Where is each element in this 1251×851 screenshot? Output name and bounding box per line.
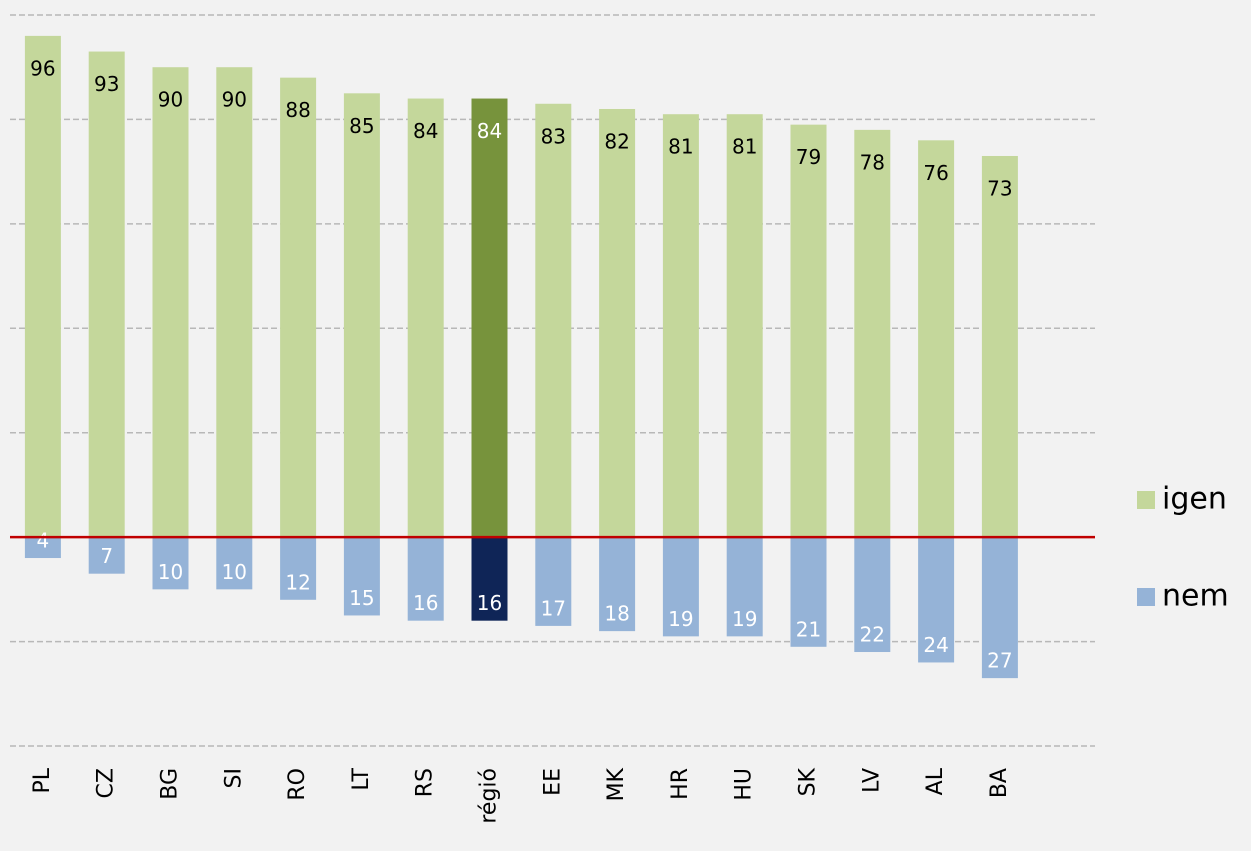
bar [790, 537, 827, 647]
value-label: 19 [732, 607, 757, 631]
bar [981, 155, 1018, 538]
value-label: 85 [349, 114, 374, 138]
bar [535, 537, 572, 626]
bar [407, 98, 444, 538]
value-label: 81 [668, 135, 693, 159]
bar [88, 51, 125, 538]
x-tick-label: HU [732, 768, 757, 801]
value-label: 27 [987, 649, 1012, 673]
bar [216, 67, 253, 538]
bar [88, 537, 125, 574]
bar [24, 537, 61, 559]
bar [726, 537, 763, 637]
value-label: 22 [860, 623, 885, 647]
value-label: 82 [604, 129, 629, 153]
value-label: 78 [860, 150, 885, 174]
value-label: 4 [37, 529, 50, 553]
value-label: 88 [285, 98, 310, 122]
x-tick-label: PL [30, 767, 55, 793]
x-tick-label: BA [987, 768, 1012, 798]
bar [599, 108, 636, 538]
bar [535, 103, 572, 538]
bar [854, 537, 891, 653]
value-label: 18 [604, 602, 629, 626]
bar [343, 93, 380, 538]
bar [343, 537, 380, 616]
value-label: 10 [222, 560, 247, 584]
value-label: 96 [30, 56, 55, 80]
x-tick-label: RS [413, 768, 438, 797]
value-label: 16 [477, 591, 502, 615]
x-tick-label: HR [668, 768, 693, 800]
x-tick-label: MK [604, 767, 629, 801]
value-label: 73 [987, 176, 1012, 200]
bar [471, 98, 508, 538]
bar [662, 114, 699, 538]
value-label: 21 [796, 617, 821, 641]
value-label: 24 [923, 633, 948, 657]
bar [918, 537, 955, 663]
x-tick-label: SK [796, 767, 821, 796]
value-label: 76 [923, 161, 948, 185]
legend-label: nem [1162, 579, 1229, 614]
bar [280, 77, 317, 538]
x-tick-label: LT [349, 767, 374, 790]
x-tick-label: RO [285, 768, 310, 801]
value-label: 81 [732, 135, 757, 159]
value-label: 10 [158, 560, 183, 584]
x-tick-label: CZ [94, 768, 119, 798]
bar [471, 537, 508, 621]
bar [981, 537, 1018, 679]
value-label: 16 [413, 591, 438, 615]
x-tick-label: SI [221, 768, 246, 788]
x-tick-label: AL [923, 767, 948, 795]
bar [599, 537, 636, 632]
value-label: 84 [413, 119, 438, 143]
value-label: 12 [285, 570, 310, 594]
bar [152, 537, 189, 590]
bar [726, 114, 763, 538]
x-tick-label: LV [859, 768, 884, 793]
value-label: 17 [541, 596, 566, 620]
bar [662, 537, 699, 637]
value-label: 19 [668, 607, 693, 631]
value-label: 7 [100, 544, 113, 568]
value-label: 15 [349, 586, 374, 610]
legend-swatch [1137, 491, 1155, 509]
value-label: 83 [541, 124, 566, 148]
bar [407, 537, 444, 621]
bar [918, 140, 955, 538]
legend-label: igen [1162, 482, 1227, 517]
value-label: 93 [94, 72, 119, 96]
value-label: 90 [222, 88, 247, 112]
bar [854, 129, 891, 538]
bar [216, 537, 253, 590]
bar [24, 35, 61, 538]
x-tick-label: EE [540, 768, 565, 796]
bar [152, 67, 189, 538]
x-tick-label: BG [158, 768, 183, 800]
x-tick-label: régió [477, 768, 502, 824]
value-label: 84 [477, 119, 502, 143]
legend-swatch [1137, 588, 1155, 606]
bar [790, 124, 827, 538]
value-label: 79 [796, 145, 821, 169]
value-label: 90 [158, 88, 183, 112]
bar [280, 537, 317, 600]
